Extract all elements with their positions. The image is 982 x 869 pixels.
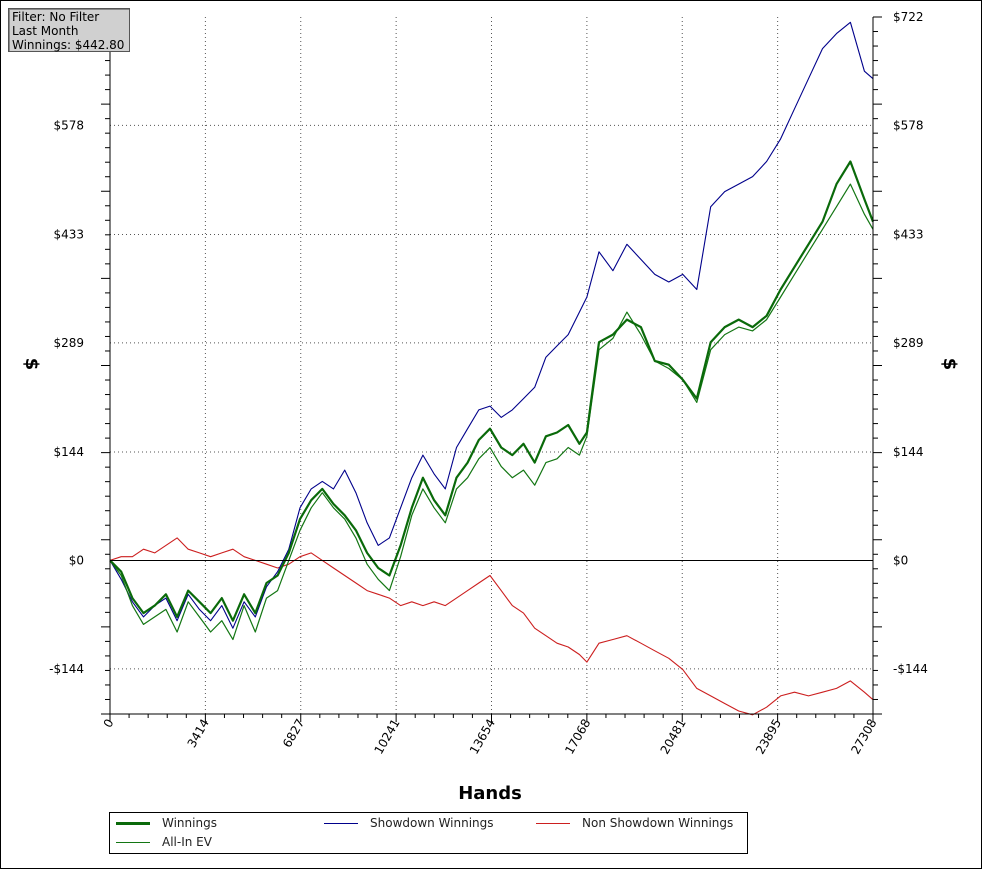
chart-legend: Winnings Showdown Winnings Non Showdown … (109, 812, 748, 854)
y-tick-label-left: $0 (69, 553, 84, 567)
y-tick-label-left: $289 (53, 336, 84, 350)
period-label: Last Month (12, 24, 79, 38)
x-tick-label: 3414 (185, 717, 212, 750)
y-tick-label-right: $722 (893, 10, 924, 24)
legend-item-winnings: Winnings (116, 815, 217, 831)
legend-swatch-allin (116, 841, 150, 843)
x-tick-label: 20481 (658, 717, 689, 757)
legend-item-nonshowdown: Non Showdown Winnings (536, 815, 733, 831)
tick-labels: 0 3414 6827 10241 13654 17068 20481 23895 27308 $… (49, 10, 928, 757)
x-tick-label: 23895 (753, 717, 784, 757)
x-tick-label: 17068 (562, 717, 593, 757)
legend-label-winnings: Winnings (162, 816, 217, 830)
x-tick-label: 10241 (372, 717, 403, 757)
grid-lines (110, 17, 873, 714)
y-tick-label-right: $0 (893, 553, 908, 567)
y-tick-label-right: $144 (893, 445, 924, 459)
y-tick-label-right: $289 (893, 336, 924, 350)
y-tick-label-left: $144 (53, 445, 84, 459)
legend-label-showdown: Showdown Winnings (370, 816, 494, 830)
x-tick-label: 6827 (280, 717, 307, 750)
y-tick-label-left: $578 (53, 118, 84, 132)
legend-swatch-winnings (116, 821, 150, 825)
axes (101, 16, 882, 722)
legend-item-showdown: Showdown Winnings (324, 815, 494, 831)
y-axis-title-left: $ (21, 358, 42, 371)
y-tick-label-left: $433 (53, 228, 84, 242)
series-lines (109, 21, 875, 716)
y-tick-label-right: $433 (893, 228, 924, 242)
series-non-showdown-winnings (109, 537, 874, 716)
series-winnings (109, 160, 875, 622)
legend-item-allin: All-In EV (116, 834, 212, 850)
winnings-total-label: Winnings: $442.80 (12, 38, 125, 52)
x-tick-label: 0 (101, 717, 117, 731)
series-allin-ev (109, 183, 874, 641)
legend-label-allin: All-In EV (162, 835, 212, 849)
legend-swatch-nonshowdown (536, 822, 570, 824)
y-tick-label-left: -$144 (49, 662, 84, 676)
x-tick-label: 27308 (848, 717, 879, 757)
filter-info-box: Filter: No Filter Last Month Winnings: $… (8, 8, 130, 52)
y-axis-title-right: $ (939, 358, 960, 371)
y-tick-label-right: -$144 (893, 662, 928, 676)
x-tick-label: 13654 (467, 717, 498, 757)
legend-label-nonshowdown: Non Showdown Winnings (582, 816, 734, 830)
series-showdown-winnings (109, 21, 874, 629)
legend-swatch-showdown (324, 822, 358, 824)
x-axis-title: Hands (458, 783, 522, 804)
y-tick-label-right: $578 (893, 118, 924, 132)
filter-label: Filter: No Filter (12, 10, 100, 24)
